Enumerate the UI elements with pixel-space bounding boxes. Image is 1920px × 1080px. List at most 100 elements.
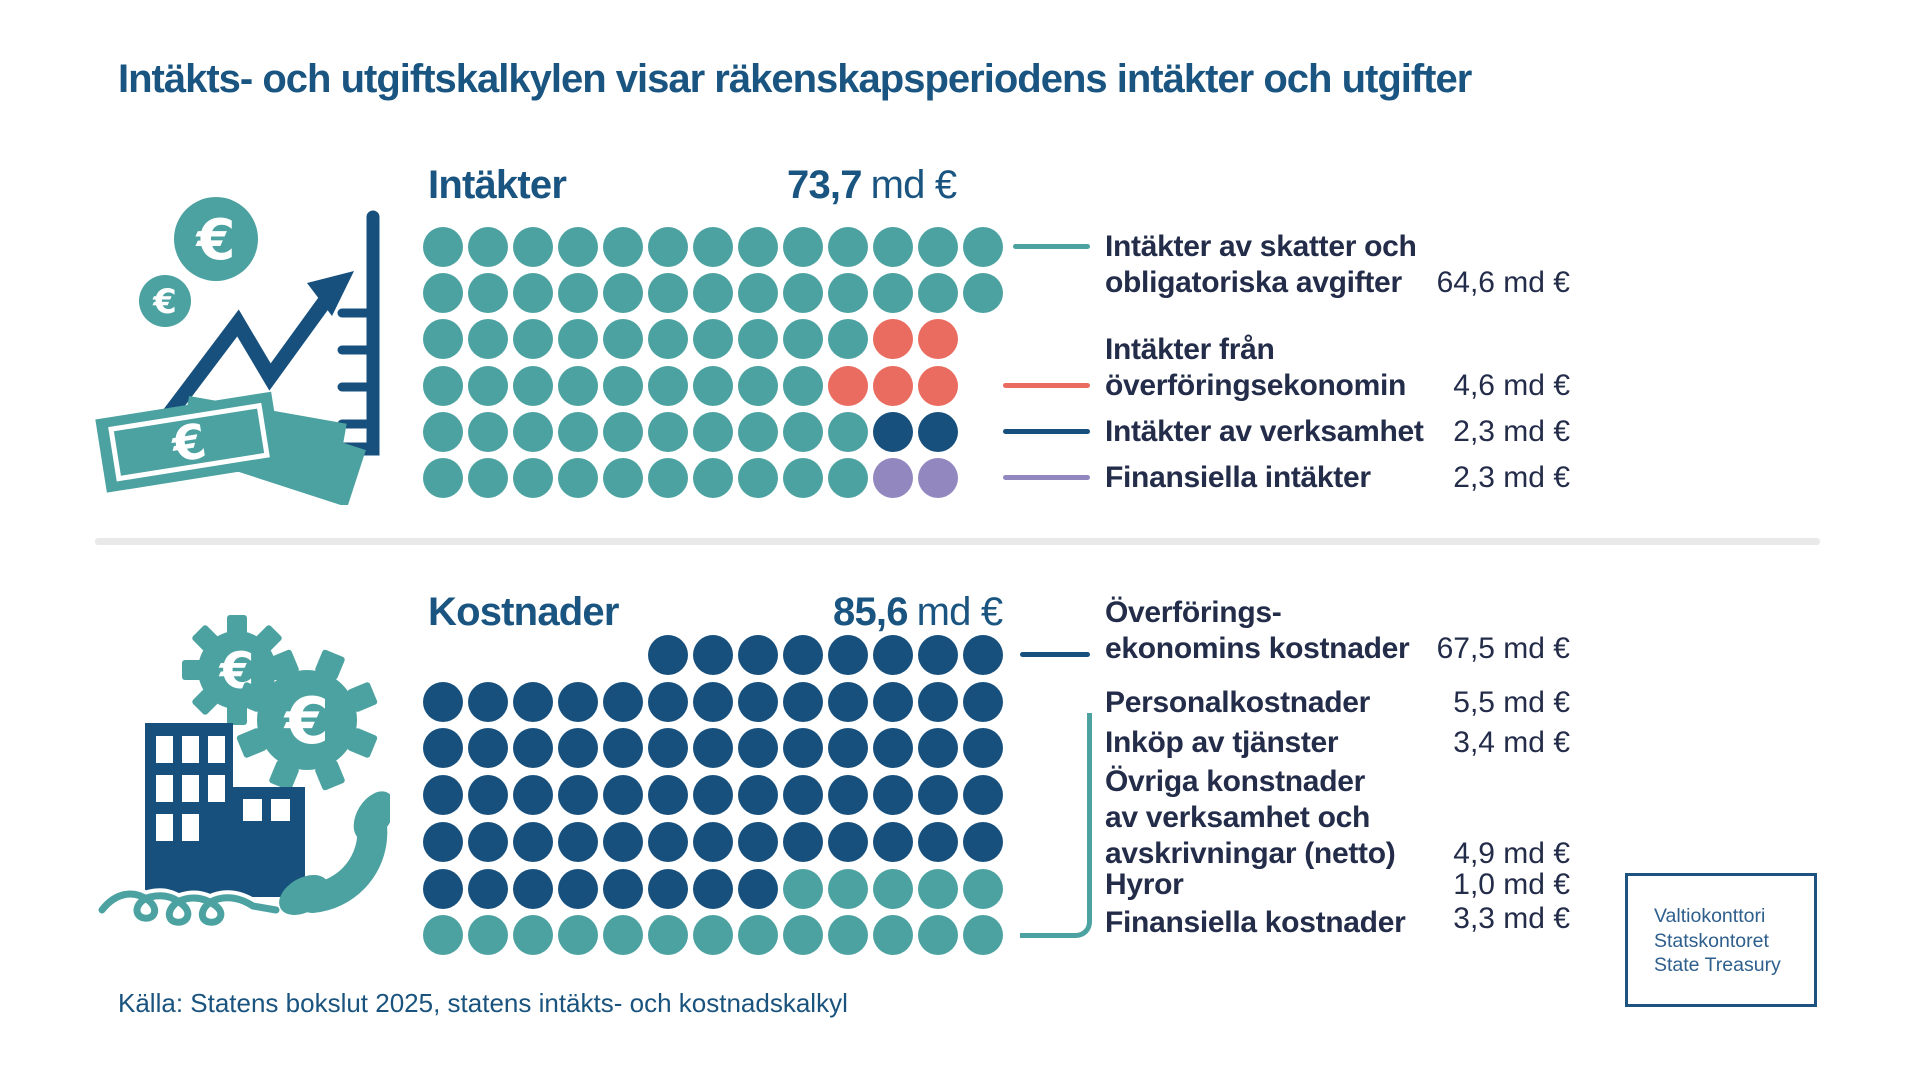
dot-navy (513, 821, 553, 862)
legend-value-finansiella-kostnader: 3,3 md € (1453, 902, 1570, 935)
total-value: 73,7 (787, 163, 862, 207)
dot-navy (558, 681, 598, 722)
dot-teal (828, 273, 868, 314)
total-value: 85,6 (833, 590, 908, 634)
dot-teal (648, 365, 688, 406)
dot-navy (783, 635, 823, 675)
dot-navy (918, 411, 958, 452)
dot-teal (603, 319, 643, 360)
dot-teal (873, 915, 913, 956)
rising-arrow-icon (146, 271, 354, 442)
dot-navy (603, 821, 643, 862)
dot-teal (783, 365, 823, 406)
dot-teal (873, 273, 913, 314)
leader-line-verksamhet (1003, 429, 1090, 434)
dot-navy (693, 821, 733, 862)
dot-red (873, 365, 913, 406)
dot-teal (558, 319, 598, 360)
dot-navy (468, 681, 508, 722)
buildings-icon (145, 723, 305, 897)
legend-value-overforingsekonomins-kostnader: 67,5 md € (1436, 632, 1570, 665)
dot-navy (873, 775, 913, 816)
logo-line-sv: Statskontoret (1654, 929, 1769, 952)
dot-navy (423, 775, 463, 816)
dot-red (828, 365, 868, 406)
legend-label-inkop-av-tjanster: Inköp av tjänster (1105, 726, 1339, 759)
dot-navy (873, 821, 913, 862)
phone-cord-icon (94, 886, 284, 928)
legend-value-hyror: 1,0 md € (1453, 868, 1570, 901)
dot-teal (693, 458, 733, 498)
section-divider (95, 538, 1820, 545)
dot-teal (513, 365, 553, 406)
dot-teal (873, 868, 913, 909)
dot-teal (783, 458, 823, 498)
dot-navy (693, 868, 733, 909)
dot-teal (423, 458, 463, 498)
dot-teal (468, 915, 508, 956)
dot-teal (603, 227, 643, 267)
dot-teal (468, 411, 508, 452)
gear-euro-icon: € (236, 649, 378, 791)
dot-teal (648, 227, 688, 267)
svg-text:€: € (152, 282, 177, 322)
dot-teal (423, 319, 463, 360)
dot-teal (558, 273, 598, 314)
legend-label-personalkostnader: Personalkostnader (1105, 686, 1371, 719)
dot-teal (963, 227, 1003, 267)
dot-teal (738, 365, 778, 406)
dot-navy (873, 728, 913, 769)
leader-line-overforingsekonomin (1003, 383, 1090, 388)
dot-teal (648, 458, 688, 498)
dot-navy (513, 681, 553, 722)
dot-teal (603, 458, 643, 498)
dot-teal (468, 273, 508, 314)
dot-navy (693, 775, 733, 816)
dot-navy (513, 868, 553, 909)
legend-value-verksamhet: 2,3 md € (1453, 415, 1570, 448)
dot-navy (783, 681, 823, 722)
dot-teal (648, 915, 688, 956)
dot-navy (558, 868, 598, 909)
dot-teal (918, 915, 958, 956)
costs-group-bracket (1020, 713, 1092, 938)
dot-teal (783, 868, 823, 909)
leader-line-skatter (1013, 244, 1090, 249)
dot-navy (918, 635, 958, 675)
dot-teal (918, 868, 958, 909)
logo-line-fi: Valtiokonttori (1654, 905, 1766, 927)
logo-line-en: State Treasury (1654, 954, 1781, 976)
dot-teal (828, 227, 868, 267)
dot-teal (603, 915, 643, 956)
dot-teal (963, 273, 1003, 314)
dot-navy (468, 775, 508, 816)
dot-navy (693, 635, 733, 675)
dot-navy (558, 821, 598, 862)
dot-navy (963, 821, 1003, 862)
dot-teal (963, 915, 1003, 956)
dot-teal (738, 319, 778, 360)
legend-value-ovriga-kostnader: 4,9 md € (1453, 837, 1570, 870)
dot-navy (693, 681, 733, 722)
source-note: Källa: Statens bokslut 2025, statens int… (118, 988, 848, 1018)
dot-navy (828, 635, 868, 675)
leader-line-finansiella (1003, 475, 1090, 480)
dot-navy (963, 681, 1003, 722)
dot-teal (513, 915, 553, 956)
dot-navy (603, 868, 643, 909)
total-unit: md € (916, 590, 1004, 634)
dot-navy (873, 411, 913, 452)
legend-label-finansiella-intakter: Finansiella intäkter (1105, 461, 1371, 494)
dot-navy (423, 728, 463, 769)
dot-purple (873, 458, 913, 498)
dot-teal (468, 458, 508, 498)
svg-text:€: € (195, 208, 236, 273)
dot-teal (423, 227, 463, 267)
section-total-intakter: 73,7 md € (787, 163, 957, 208)
dot-navy (738, 821, 778, 862)
banknotes-icon: € (95, 391, 366, 505)
dot-teal (693, 319, 733, 360)
dot-teal (783, 915, 823, 956)
dot-red (873, 319, 913, 360)
